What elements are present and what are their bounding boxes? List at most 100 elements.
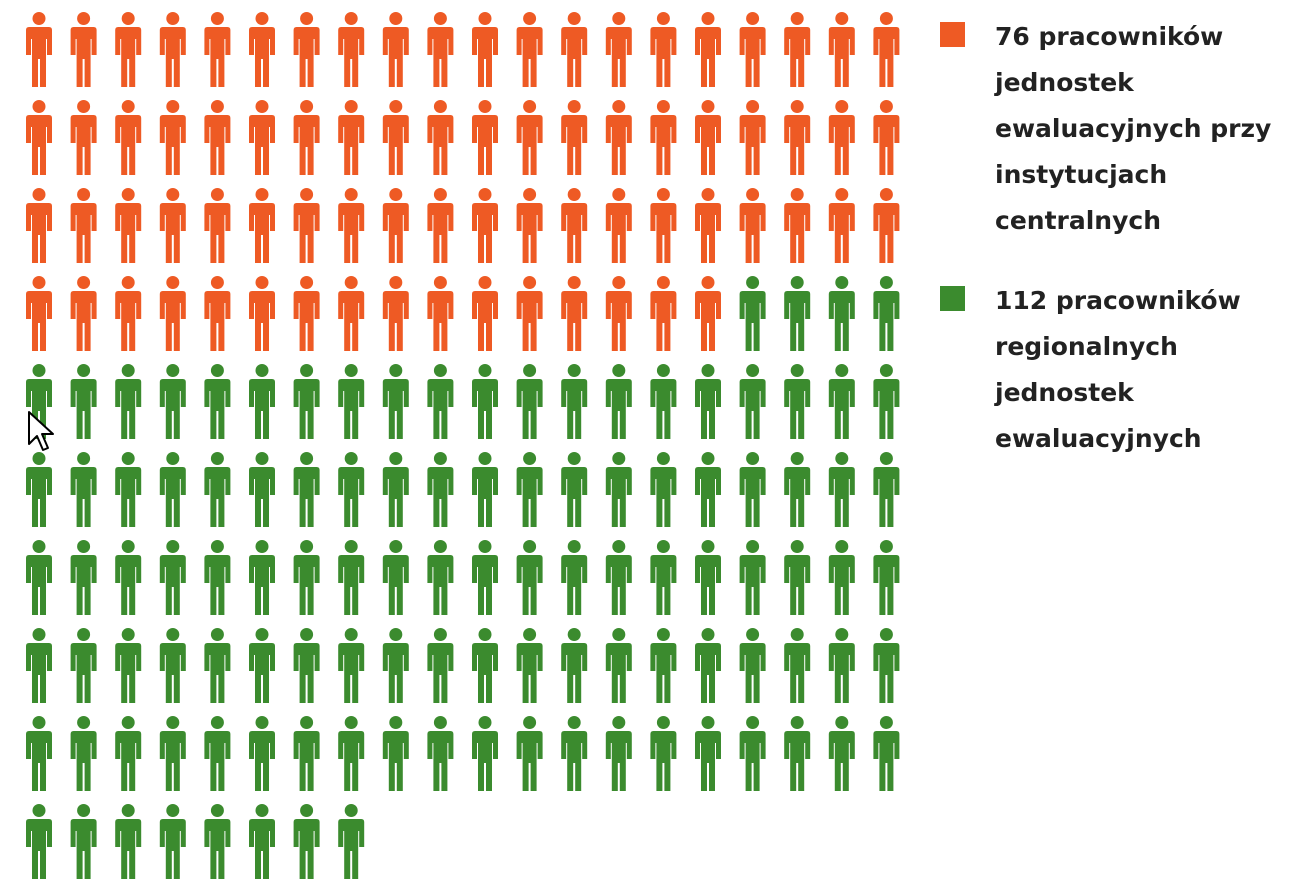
person-icon (204, 188, 231, 263)
person-icon (338, 188, 365, 263)
person-icon (338, 716, 365, 791)
person-icon (873, 364, 900, 439)
person-icon (249, 804, 275, 879)
person-icon (159, 540, 186, 615)
person-icon (873, 452, 900, 527)
person-icon (472, 540, 498, 615)
person-icon (561, 452, 588, 527)
person-icon (382, 716, 409, 791)
person-icon (204, 716, 231, 791)
person-icon (159, 628, 186, 703)
person-icon (561, 540, 588, 615)
person-icon (382, 276, 409, 351)
legend-label-central: 76 pracowników jednostek ewaluacyjnych p… (995, 22, 1272, 235)
person-icon (382, 628, 409, 703)
person-icon (828, 100, 855, 175)
person-icon (249, 716, 275, 791)
person-icon (293, 12, 320, 87)
person-icon (650, 12, 677, 87)
person-icon (382, 540, 409, 615)
person-icon (472, 452, 498, 527)
person-icon (159, 364, 186, 439)
person-icon (293, 540, 320, 615)
person-icon (605, 276, 632, 351)
person-icon (70, 716, 97, 791)
person-icon (70, 364, 97, 439)
person-icon (293, 276, 320, 351)
person-icon (605, 540, 632, 615)
person-icon (695, 276, 721, 351)
person-icon (873, 188, 900, 263)
legend-entry-central: 76 pracowników jednostek ewaluacyjnych p… (940, 14, 1295, 244)
person-icon (472, 100, 498, 175)
person-icon (159, 12, 186, 87)
arrow-pointer-icon (28, 411, 54, 451)
person-icon (115, 716, 142, 791)
person-icon (249, 364, 275, 439)
person-icon (70, 188, 97, 263)
person-icon (427, 452, 454, 527)
person-icon (784, 276, 811, 351)
person-icon (70, 452, 97, 527)
person-icon (873, 628, 900, 703)
person-icon (26, 188, 52, 263)
person-icon (472, 188, 498, 263)
person-icon (472, 276, 498, 351)
person-icon (784, 716, 811, 791)
person-icon (739, 364, 766, 439)
person-icon (739, 452, 766, 527)
person-icon (516, 716, 543, 791)
person-icon (70, 276, 97, 351)
person-icon (115, 804, 142, 879)
person-icon (70, 540, 97, 615)
person-icon (382, 452, 409, 527)
person-icon (159, 716, 186, 791)
person-icon (115, 100, 142, 175)
person-icon (204, 540, 231, 615)
person-icon (293, 628, 320, 703)
legend: 76 pracowników jednostek ewaluacyjnych p… (940, 14, 1295, 462)
person-icon (204, 100, 231, 175)
person-icon (338, 364, 365, 439)
person-icon (739, 188, 766, 263)
person-icon (739, 100, 766, 175)
person-icon (739, 628, 766, 703)
person-icon (249, 100, 275, 175)
person-icon (159, 100, 186, 175)
person-icon (338, 540, 365, 615)
person-icon (784, 100, 811, 175)
person-icon (695, 12, 721, 87)
person-icon (338, 804, 365, 879)
person-icon (784, 364, 811, 439)
person-icon (293, 804, 320, 879)
person-icon (784, 540, 811, 615)
person-icon (159, 804, 186, 879)
person-icon (561, 364, 588, 439)
person-icon (605, 716, 632, 791)
person-icon (382, 12, 409, 87)
person-icon (338, 276, 365, 351)
person-icon (784, 452, 811, 527)
person-icon (115, 540, 142, 615)
person-icon (382, 364, 409, 439)
person-icon (338, 628, 365, 703)
person-icon (828, 540, 855, 615)
person-icon (293, 188, 320, 263)
person-icon (293, 716, 320, 791)
person-icon (70, 12, 97, 87)
person-icon (873, 276, 900, 351)
person-icon (70, 100, 97, 175)
person-icon (427, 12, 454, 87)
person-icon (204, 452, 231, 527)
person-icon (70, 628, 97, 703)
person-icon (605, 100, 632, 175)
person-icon (427, 364, 454, 439)
person-icon (115, 188, 142, 263)
person-icon (249, 276, 275, 351)
legend-swatch-central (940, 22, 965, 47)
person-icon (427, 540, 454, 615)
person-icon (650, 452, 677, 527)
person-icon (516, 364, 543, 439)
person-icon (828, 452, 855, 527)
person-icon (427, 276, 454, 351)
